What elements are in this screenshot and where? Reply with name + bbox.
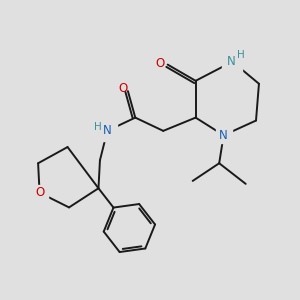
Text: O: O — [156, 57, 165, 70]
Text: O: O — [35, 186, 44, 199]
Text: H: H — [237, 50, 244, 60]
Text: N: N — [219, 129, 228, 142]
Text: N: N — [103, 124, 112, 137]
Text: O: O — [119, 82, 128, 95]
Text: H: H — [94, 122, 102, 132]
Text: N: N — [226, 55, 235, 68]
